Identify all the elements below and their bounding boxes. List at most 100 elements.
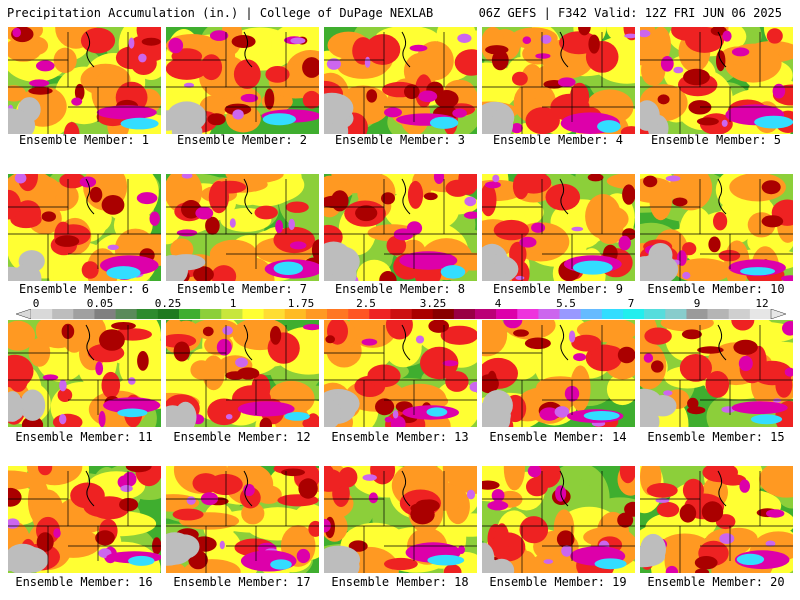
ensemble-map-panel (482, 27, 635, 134)
precip-field (166, 27, 319, 134)
header-title: Precipitation Accumulation (in.) | Colle… (7, 6, 434, 20)
colorbar-labels: 0 0.05 0.25 1 1.75 2.5 3.25 4 5.5 7 9 12 (0, 297, 800, 311)
ensemble-map-panel (482, 320, 635, 427)
ensemble-map-panel (8, 320, 161, 427)
precip-field (166, 174, 319, 281)
precip-field (640, 174, 793, 281)
colorbar-swatch (559, 309, 582, 319)
colorbar-swatch (284, 309, 307, 319)
colorbar-tick-label: 2.5 (356, 297, 376, 310)
precip-field (482, 174, 635, 281)
precip-field (482, 320, 635, 427)
ensemble-member-caption: Ensemble Member: 8 (334, 282, 466, 296)
precip-field (482, 27, 635, 134)
precip-field (8, 466, 161, 573)
ensemble-map-panel (166, 174, 319, 281)
colorbar-swatch (665, 309, 687, 319)
ensemble-map-panel (640, 320, 793, 427)
colorbar-swatch (73, 309, 95, 319)
ensemble-map-panel (640, 27, 793, 134)
colorbar-swatch (686, 309, 708, 319)
colorbar-tick-label: 0.25 (154, 297, 182, 310)
colorbar-swatch (517, 309, 539, 319)
colorbar-swatch (94, 309, 116, 319)
header-run-info: 06Z GEFS | F342 Valid: 12Z FRI JUN 06 20… (478, 6, 782, 20)
ensemble-member-caption: Ensemble Member: 13 (331, 430, 469, 444)
colorbar-swatch (749, 309, 772, 319)
colorbar-min-arrow (16, 309, 32, 319)
colorbar-swatch (348, 309, 370, 319)
ensemble-member-caption: Ensemble Member: 10 (647, 282, 785, 296)
ensemble-member-caption: Ensemble Member: 6 (18, 282, 150, 296)
colorbar (16, 309, 786, 319)
precip-field (8, 174, 161, 281)
colorbar-swatch (644, 309, 666, 319)
ensemble-member-caption: Ensemble Member: 20 (647, 575, 785, 589)
ensemble-member-caption: Ensemble Member: 19 (489, 575, 627, 589)
colorbar-max-arrow (770, 309, 786, 319)
ensemble-map-panel (482, 174, 635, 281)
precip-field (324, 466, 477, 573)
ensemble-map-panel (482, 466, 635, 573)
ensemble-map-panel (8, 174, 161, 281)
colorbar-tick-label: 0 (32, 297, 40, 310)
ensemble-member-caption: Ensemble Member: 15 (647, 430, 785, 444)
ensemble-map-panel (166, 27, 319, 134)
colorbar-swatch (623, 309, 645, 319)
ensemble-member-caption: Ensemble Member: 17 (173, 575, 311, 589)
colorbar-swatch (242, 309, 264, 319)
precip-field (324, 27, 477, 134)
colorbar-swatch (52, 309, 74, 319)
colorbar-swatch (432, 309, 455, 319)
precip-field (8, 320, 161, 427)
ensemble-member-caption: Ensemble Member: 14 (489, 430, 627, 444)
colorbar-tick-label: 1 (229, 297, 237, 310)
colorbar-swatch (390, 309, 412, 319)
ensemble-member-caption: Ensemble Member: 1 (18, 133, 150, 147)
colorbar-swatch (200, 309, 222, 319)
ensemble-member-caption: Ensemble Member: 11 (15, 430, 153, 444)
ensemble-map-panel (324, 27, 477, 134)
colorbar-swatch (221, 309, 243, 319)
precip-field (166, 466, 319, 573)
precip-field (166, 320, 319, 427)
ensemble-map-panel (324, 320, 477, 427)
colorbar-swatch (538, 309, 560, 319)
ensemble-map-panel (8, 27, 161, 134)
colorbar-swatch (453, 309, 476, 319)
ensemble-map-panel (166, 320, 319, 427)
ensemble-member-caption: Ensemble Member: 4 (492, 133, 624, 147)
colorbar-tick-label: 9 (693, 297, 701, 310)
colorbar-tick-label: 7 (627, 297, 635, 310)
ensemble-map-panel (640, 466, 793, 573)
colorbar-swatch (31, 309, 53, 319)
colorbar-tick-label: 3.25 (419, 297, 447, 310)
precip-field (324, 320, 477, 427)
ensemble-member-caption: Ensemble Member: 9 (492, 282, 624, 296)
colorbar-swatch (157, 309, 180, 319)
ensemble-member-caption: Ensemble Member: 7 (176, 282, 308, 296)
colorbar-swatch (411, 309, 434, 319)
ensemble-map-panel (640, 174, 793, 281)
colorbar-swatch (601, 309, 624, 319)
precip-field (324, 174, 477, 281)
colorbar-swatch (327, 309, 349, 319)
precip-field (640, 466, 793, 573)
ensemble-member-caption: Ensemble Member: 12 (173, 430, 311, 444)
precip-field (640, 27, 793, 134)
colorbar-swatch (475, 309, 497, 319)
precip-field (8, 27, 161, 134)
colorbar-swatch (305, 309, 328, 319)
ensemble-member-caption: Ensemble Member: 18 (331, 575, 469, 589)
ensemble-member-caption: Ensemble Member: 2 (176, 133, 308, 147)
colorbar-swatch (179, 309, 201, 319)
colorbar-swatch (263, 309, 286, 319)
ensemble-member-caption: Ensemble Member: 3 (334, 133, 466, 147)
colorbar-swatch (496, 309, 518, 319)
ensemble-member-caption: Ensemble Member: 5 (650, 133, 782, 147)
colorbar-tick-label: 5.5 (556, 297, 576, 310)
colorbar-tick-label: 12 (755, 297, 769, 310)
ensemble-map-panel (324, 466, 477, 573)
ensemble-member-caption: Ensemble Member: 16 (15, 575, 153, 589)
colorbar-tick-label: 1.75 (287, 297, 315, 310)
